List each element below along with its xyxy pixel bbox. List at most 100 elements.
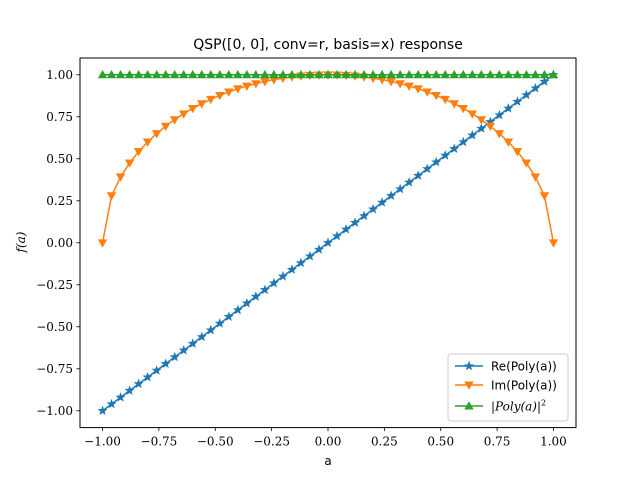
series-abs2-point	[206, 69, 216, 79]
series-re-point	[214, 318, 225, 328]
y-tick-label: 0.00	[46, 236, 73, 250]
plot-area	[79, 57, 577, 429]
series-re-point	[115, 392, 126, 402]
series-abs2-point	[332, 69, 342, 79]
y-tick-label: 1.00	[46, 68, 73, 82]
series-im-point	[197, 100, 207, 109]
series-re-point	[377, 197, 388, 207]
series-im-point	[494, 130, 505, 139]
x-tick-label: 0.00	[315, 435, 342, 449]
series-im-point	[224, 88, 234, 97]
series-im-point	[106, 192, 117, 201]
x-tick-label: −0.25	[253, 435, 290, 449]
series-abs2-point	[260, 69, 270, 79]
x-axis-ticks: −1.00 −0.75 −0.50 −0.25 0.00 0.25 0.50 0.75 1.00	[84, 427, 567, 449]
series-re-point	[241, 298, 252, 308]
series-im-point	[503, 138, 514, 147]
series-re-point	[169, 351, 180, 362]
series-im-point	[539, 192, 550, 201]
series-re-point	[467, 130, 478, 140]
legend-box	[447, 353, 569, 422]
series-im-point	[476, 116, 487, 125]
series-re-point	[458, 136, 469, 147]
x-axis-label: a	[324, 454, 331, 468]
series-re-point	[187, 338, 198, 348]
series-re-point	[313, 244, 324, 254]
series-re-point	[476, 123, 487, 133]
series-re-point	[341, 224, 352, 234]
series-im-point	[512, 148, 523, 157]
x-tick-label: 0.50	[427, 435, 454, 449]
series-re-point	[160, 358, 171, 369]
series-abs2-point	[305, 69, 315, 79]
series-re-point	[268, 277, 279, 288]
series-re-point	[151, 365, 162, 375]
legend: Re(Poly(a)) Im(Poly(a)) |Poly(a)|2	[447, 353, 569, 422]
y-tick-label: −0.50	[36, 320, 73, 334]
y-tick-label: −1.00	[36, 404, 73, 418]
series-re-point	[142, 371, 153, 382]
series-abs2-point	[251, 69, 261, 79]
series-im-point	[422, 88, 432, 97]
series-abs2-point	[197, 69, 207, 79]
series-abs2-point	[296, 69, 306, 79]
series-im-point	[178, 110, 189, 119]
legend-re-label: Re(Poly(a))	[491, 360, 557, 374]
y-axis-label-text: f(a)	[14, 231, 28, 253]
chart-title: QSP([0, 0], conv=r, basis=x) response	[193, 37, 463, 53]
series-re-point	[512, 96, 523, 106]
series-re-point	[332, 230, 343, 241]
series-im-point	[485, 122, 496, 132]
series-re-point	[368, 203, 379, 214]
series-im-point	[188, 104, 198, 114]
series-im-point	[458, 104, 468, 114]
series-im-point	[151, 130, 162, 139]
series-im-point	[260, 78, 270, 87]
series-abs2-point	[467, 69, 478, 79]
series-im-point	[160, 122, 171, 132]
y-axis-ticks: −1.00 −0.75 −0.50 −0.25 0.00 0.25 0.50 0.75 1.00	[36, 68, 80, 418]
series-re-point	[503, 103, 514, 113]
series-im-point	[404, 82, 414, 91]
series-im-point	[233, 85, 243, 94]
series-im-point	[97, 239, 108, 248]
series-im-point	[133, 148, 144, 157]
series-abs2-point	[485, 69, 496, 79]
series-im-point	[467, 110, 478, 119]
series-layer	[97, 69, 559, 416]
legend-im-marker	[464, 381, 474, 390]
y-tick-label: 0.50	[46, 152, 73, 166]
series-abs2-point	[386, 69, 396, 79]
series-abs2-point	[458, 69, 468, 79]
series-abs2-point	[169, 69, 180, 79]
series-re-point	[250, 291, 261, 301]
series-im-point	[413, 85, 423, 94]
series-re-point	[404, 177, 415, 187]
series-abs2-point	[106, 69, 117, 79]
series-re-point	[286, 264, 297, 274]
series-re-point	[295, 257, 306, 268]
series-re	[97, 69, 559, 416]
series-abs2-point	[242, 69, 252, 79]
series-im-point	[386, 78, 396, 87]
series-re-point	[97, 405, 108, 416]
series-re-point	[413, 170, 424, 180]
series-abs2-point	[512, 69, 523, 79]
series-abs2-point	[413, 69, 423, 79]
series-im-point	[115, 173, 126, 182]
x-tick-label: 1.00	[540, 435, 567, 449]
x-tick-label: 0.25	[371, 435, 398, 449]
y-tick-label: −0.25	[36, 278, 73, 292]
series-abs2	[97, 69, 559, 79]
series-re-point	[304, 250, 315, 261]
series-re-point	[124, 385, 135, 395]
series-abs2-point	[521, 69, 532, 79]
series-abs2-point	[449, 69, 459, 79]
series-re-point	[521, 89, 532, 100]
series-re-point	[223, 311, 234, 321]
x-tick-label: −1.00	[84, 435, 121, 449]
series-abs2-point	[215, 69, 225, 79]
series-abs2-point	[151, 69, 162, 79]
series-re-point	[530, 82, 541, 93]
